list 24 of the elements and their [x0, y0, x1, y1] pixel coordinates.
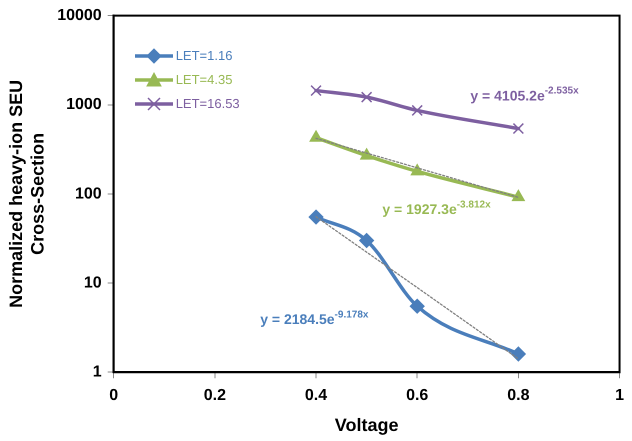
- point: [360, 91, 372, 103]
- x-tick-label: 0.8: [507, 387, 530, 404]
- legend-label: LET=1.16: [176, 48, 232, 64]
- x-tick-label: 0.6: [406, 387, 428, 404]
- point: [410, 298, 425, 314]
- point: [412, 104, 423, 116]
- x-tick-label: 0.2: [204, 387, 226, 404]
- y-tick-label: 1: [92, 364, 102, 381]
- x-tick-label: 0: [109, 387, 118, 404]
- legend-label: LET=16.53: [176, 96, 240, 112]
- y-tick-label: 10: [84, 274, 102, 292]
- point: [308, 210, 324, 225]
- y-tick-label: 1000: [66, 96, 102, 114]
- legend-label: LET=4.35: [176, 72, 232, 88]
- point: [359, 233, 374, 248]
- point: [510, 346, 526, 362]
- y-tick-label: 10000: [57, 7, 102, 24]
- x-tick-label: 0.4: [304, 387, 328, 404]
- y-tick-label: 100: [74, 185, 102, 202]
- point: [310, 84, 322, 96]
- x-axis-title: Voltage: [334, 415, 398, 436]
- point: [512, 122, 524, 134]
- y-axis-title: Normalized heavy-ion SEU Cross-Section: [6, 80, 48, 308]
- x-tick-label: 1: [615, 387, 624, 404]
